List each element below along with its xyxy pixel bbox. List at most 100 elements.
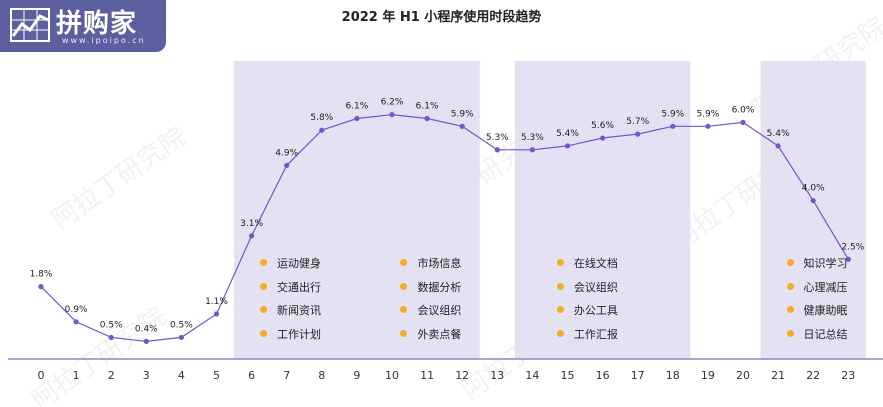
x-tick-label: 2 bbox=[108, 369, 115, 382]
series-points bbox=[38, 111, 851, 344]
data-point bbox=[810, 198, 816, 204]
value-label: 6.1% bbox=[416, 101, 439, 111]
x-tick-label: 20 bbox=[736, 369, 750, 382]
data-point bbox=[354, 115, 360, 122]
data-point bbox=[670, 123, 676, 129]
legend-item-label: 会议组织 bbox=[573, 280, 618, 294]
value-label: 5.9% bbox=[451, 109, 474, 119]
legend-item: 会议组织 bbox=[556, 280, 618, 304]
legend-dot-icon bbox=[260, 306, 268, 313]
highlight-band bbox=[514, 61, 691, 359]
band-legend: 知识学习心理减压健康助眠 日记总结 bbox=[786, 256, 848, 351]
legend-item: 工作汇报 bbox=[556, 327, 618, 351]
data-point bbox=[459, 123, 465, 129]
legend-item-label: 在线文档 bbox=[573, 257, 618, 270]
data-point bbox=[740, 119, 746, 125]
data-point bbox=[494, 147, 500, 153]
x-tick-label: 5 bbox=[213, 369, 220, 382]
x-tick-label: 12 bbox=[455, 369, 469, 382]
value-label: 5.3% bbox=[521, 133, 544, 143]
value-label: 5.4% bbox=[767, 129, 790, 139]
legend-dot-icon bbox=[786, 282, 794, 290]
watermark-text: 阿拉丁研究院 bbox=[27, 302, 172, 407]
legend-dot-icon bbox=[400, 259, 408, 266]
legend-item-label: 市场信息 bbox=[417, 257, 462, 270]
x-tick-label: 7 bbox=[283, 369, 290, 382]
x-tick-label: 15 bbox=[561, 369, 575, 382]
legend-item-label: 心理减压 bbox=[803, 280, 848, 294]
data-point bbox=[389, 111, 395, 118]
data-point bbox=[38, 284, 44, 290]
x-tick-label: 4 bbox=[178, 369, 185, 382]
data-point bbox=[249, 233, 255, 239]
band-legend: 在线文档会议组织办公工具 工作汇报 bbox=[556, 256, 618, 351]
x-tick-label: 17 bbox=[631, 369, 645, 382]
x-tick-label: 3 bbox=[143, 369, 150, 382]
data-point bbox=[529, 147, 536, 153]
band-legend: 运动健身 交通出行 新闻资讯 工作计划 bbox=[260, 256, 321, 350]
value-labels: 1.8% 0.9% 0.5% 0.4% 0.5% 1.1% 3.1% 4.9% 5.8% 6.1%… bbox=[30, 98, 865, 335]
legend-item: 会议组织 bbox=[400, 303, 461, 327]
data-point bbox=[73, 319, 79, 325]
data-point bbox=[319, 127, 325, 133]
value-label: 5.7% bbox=[626, 117, 649, 127]
data-point bbox=[600, 135, 606, 141]
value-label: 2.5% bbox=[841, 242, 864, 252]
value-label: 5.9% bbox=[696, 109, 719, 119]
legend-item: 外卖点餐 bbox=[400, 327, 461, 351]
x-tick-label: 21 bbox=[771, 369, 785, 382]
x-tick-label: 1 bbox=[73, 369, 80, 382]
watermark-text: 阿拉丁研究院 bbox=[47, 122, 192, 236]
legend-item: 心理减压 bbox=[786, 280, 848, 304]
legend-dot-icon bbox=[556, 329, 564, 337]
data-point bbox=[845, 256, 851, 262]
x-tick-label: 19 bbox=[701, 369, 715, 382]
legend-item-label: 日记总结 bbox=[803, 327, 848, 341]
value-label: 5.6% bbox=[591, 121, 614, 131]
x-tick-label: 6 bbox=[248, 369, 255, 382]
legend-item-label: 数据分析 bbox=[417, 280, 462, 294]
legend-dot-icon bbox=[400, 306, 408, 313]
legend-item: 新闻资讯 bbox=[260, 303, 321, 327]
x-tick-label: 23 bbox=[841, 369, 855, 382]
legend-item: 在线文档 bbox=[556, 256, 618, 280]
legend-item: 知识学习 bbox=[786, 256, 848, 280]
legend-item-label: 运动健身 bbox=[277, 257, 322, 270]
legend-item-label: 工作汇报 bbox=[573, 327, 618, 341]
legend-item-label: 会议组织 bbox=[417, 304, 462, 317]
data-point bbox=[178, 334, 184, 341]
x-tick-label: 22 bbox=[806, 369, 820, 382]
data-point bbox=[143, 338, 149, 344]
legend-item: 健康助眠 bbox=[786, 303, 848, 327]
legend-dot-icon bbox=[400, 329, 408, 337]
legend-item: 市场信息 bbox=[400, 256, 461, 280]
legend-dot-icon bbox=[260, 259, 268, 266]
legend-item: 运动健身 bbox=[260, 256, 321, 280]
highlight-band bbox=[234, 61, 375, 359]
legend-item: 办公工具 bbox=[556, 303, 618, 327]
logo-name: 拼购家 bbox=[56, 9, 138, 39]
legend-item-label: 知识学习 bbox=[803, 257, 848, 270]
value-label: 1.1% bbox=[205, 297, 228, 307]
x-tick-label: 14 bbox=[525, 369, 539, 382]
legend-dot-icon bbox=[260, 329, 268, 337]
data-point bbox=[775, 143, 781, 149]
legend-dot-icon bbox=[786, 306, 794, 313]
legend-dot-icon bbox=[556, 282, 564, 290]
legend-dot-icon bbox=[556, 306, 564, 313]
x-tick-label: 0 bbox=[38, 369, 45, 382]
value-label: 6.1% bbox=[345, 101, 368, 111]
value-label: 0.9% bbox=[65, 305, 88, 315]
legend-item-label: 外卖点餐 bbox=[417, 327, 462, 341]
legend-dot-icon bbox=[556, 259, 564, 266]
value-label: 0.5% bbox=[170, 320, 193, 330]
legend-item-label: 新闻资讯 bbox=[277, 304, 322, 317]
value-label: 5.8% bbox=[310, 113, 333, 123]
logo-url: www.ipoipo.cn bbox=[62, 36, 146, 45]
value-label: 5.9% bbox=[661, 109, 684, 119]
legend-item: 日记总结 bbox=[786, 327, 848, 351]
value-label: 4.0% bbox=[802, 184, 825, 194]
value-label: 4.9% bbox=[275, 148, 298, 158]
data-point bbox=[705, 123, 711, 129]
